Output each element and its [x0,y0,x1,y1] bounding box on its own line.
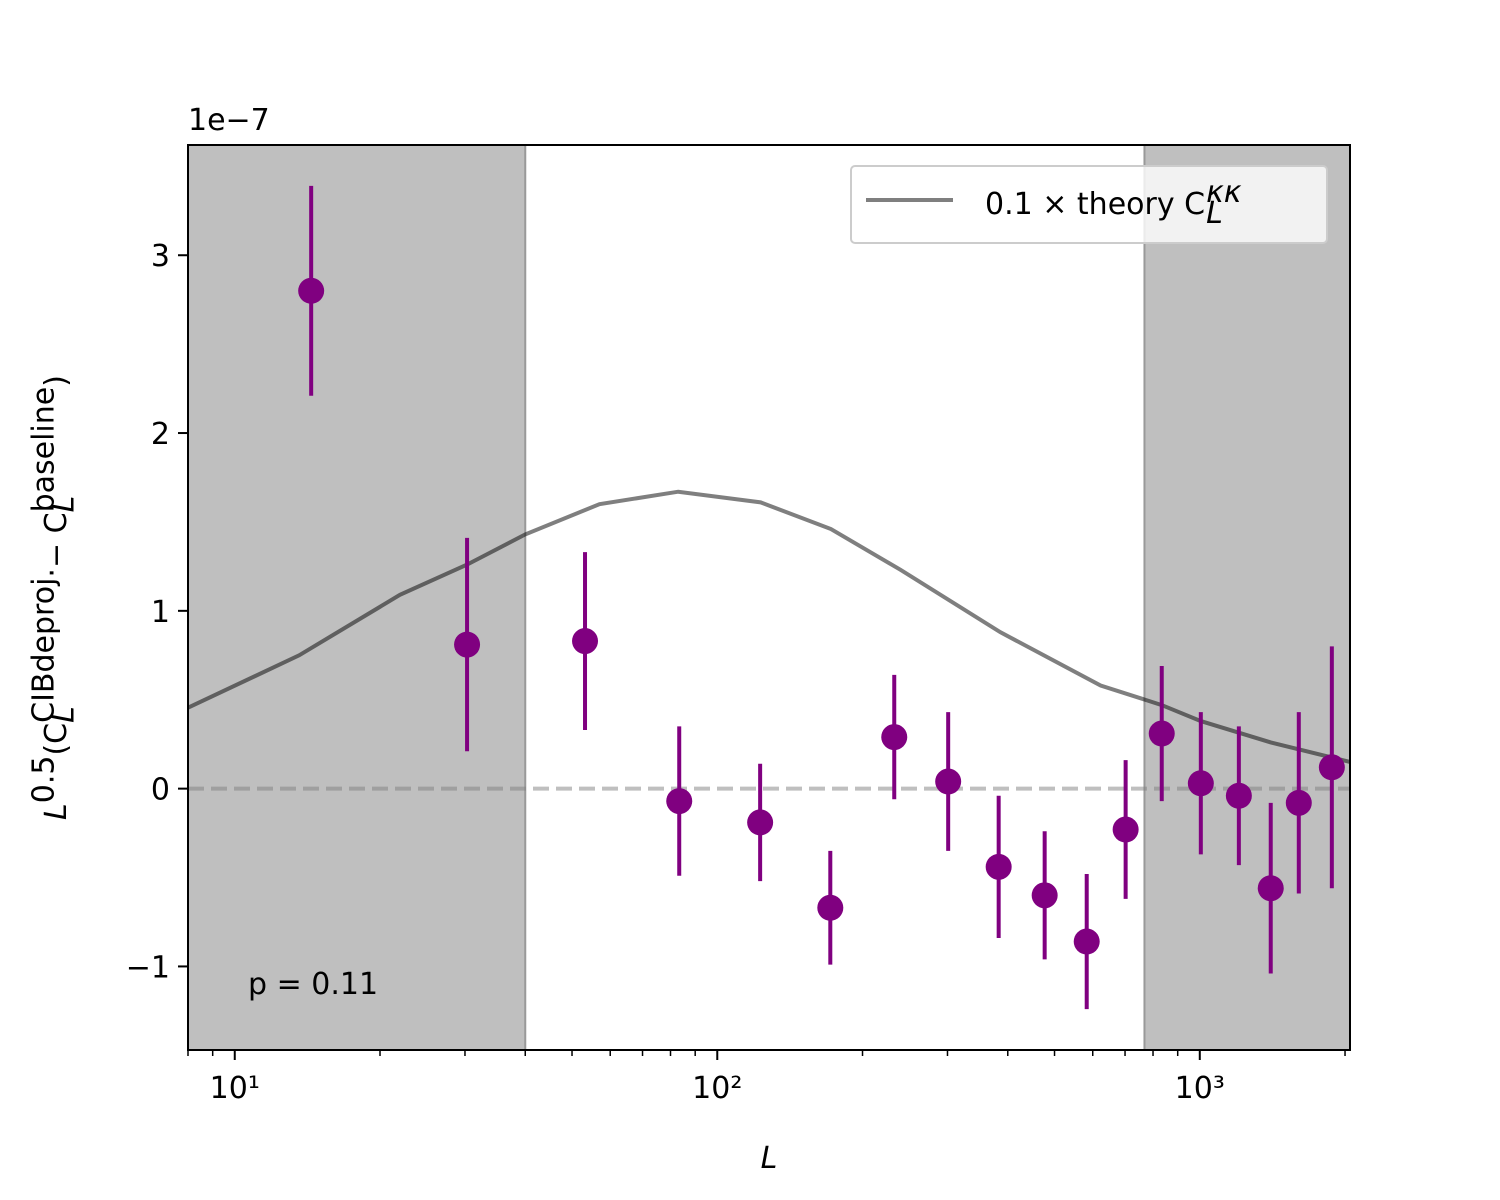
y-tick-label: −1 [126,950,170,985]
annotation: p = 0.11 [248,967,378,1002]
x-axis-label: L [761,1141,778,1176]
legend-label: 0.1 × theory C Lκκ [985,175,1242,231]
y-tick-label: 0 [151,773,170,808]
plot-area [188,145,1350,1050]
data-point [985,853,1012,880]
data-point [1257,875,1284,902]
label-part: ) [39,375,74,387]
label-part: L [47,706,82,723]
legend-box [850,165,1328,244]
legend-text: 0.1 × theory C [985,187,1205,222]
data-point [817,894,844,921]
label-part: − C [39,512,74,568]
data-point [1148,720,1175,747]
data-point [1031,882,1058,909]
x-tick-label: 10² [692,1071,742,1106]
data-point [1318,754,1345,781]
label-part: 0.5 [26,756,61,804]
legend: 0.1 × theory C Lκκ [850,165,1328,244]
label-part: L [47,496,82,513]
label-part: (C [39,723,74,756]
data-point [1073,928,1100,955]
y-tick-label: 1 [151,595,170,630]
data-point [935,768,962,795]
y-tick-label: 3 [151,239,170,274]
data-point [747,809,774,836]
data-point [572,628,599,655]
axes-frame [187,144,1351,1051]
data-point [666,788,693,815]
data-point [1285,789,1312,816]
ticks: 10¹ 10² 10³ −1 0 1 2 3 [126,239,1346,1106]
data-point [298,277,325,304]
shaded-region [188,145,527,1050]
data-point [1112,816,1139,843]
data-point [881,724,908,751]
x-tick-label: 10³ [1175,1071,1225,1106]
data-point [1225,782,1252,809]
data-point [1187,770,1214,797]
legend-sup: κκ [1206,175,1242,210]
x-tick-label: 10¹ [210,1071,260,1106]
label-part: L [39,803,74,820]
offset-label: 1e−7 [188,103,270,138]
data-point [454,631,481,658]
shaded-region [1143,145,1350,1050]
y-tick-label: 2 [151,417,170,452]
label-part: baseline [26,387,61,513]
theory-line [188,489,1350,764]
legend-sub: L [1206,196,1223,231]
label-part: CIBdeproj. [26,568,61,723]
